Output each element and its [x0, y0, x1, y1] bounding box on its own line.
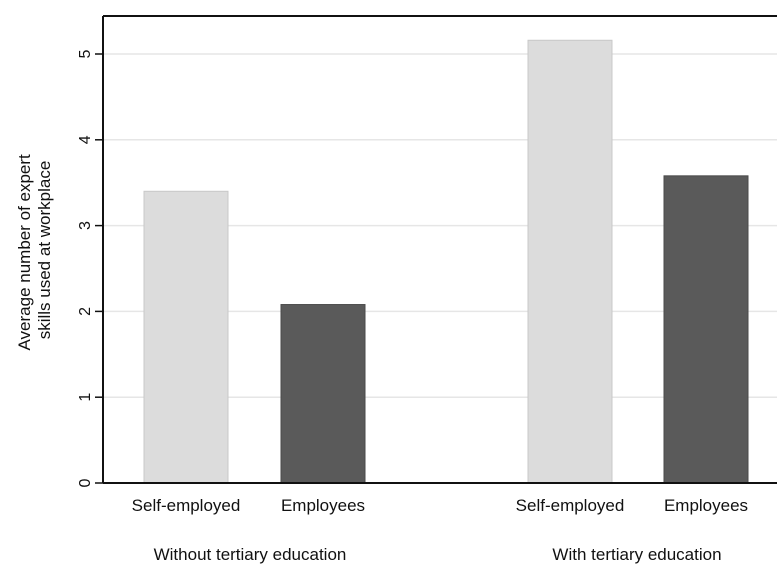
y-axis-label: Average number of expert skills used at … — [15, 150, 54, 351]
x-tick-labels: Self-employed Employees Self-employed Emplo… — [132, 496, 748, 515]
y-tick-label-0: 0 — [77, 478, 94, 487]
x-tick-label-1-1: Employees — [664, 496, 748, 515]
axes — [102, 15, 777, 484]
x-tick-label-0-1: Employees — [281, 496, 365, 515]
x-tick-label-1-0: Self-employed — [516, 496, 625, 515]
y-tick-label-1: 1 — [77, 393, 94, 402]
y-axis-label-line-1: Average number of expert — [15, 154, 34, 351]
bar-0-self-employed — [143, 190, 229, 484]
bars — [143, 39, 749, 484]
group-label-0: Without tertiary education — [154, 545, 347, 564]
bar-1-employees — [663, 175, 749, 484]
y-tick-label-4: 4 — [77, 135, 94, 144]
y-tick-label-2: 2 — [77, 307, 94, 316]
bar-0-employees — [280, 304, 366, 484]
bar-1-self-employed — [527, 39, 613, 484]
y-axis-label-line-2: skills used at workplace — [35, 161, 54, 340]
y-tick-label-5: 5 — [77, 49, 94, 58]
y-ticks: 0 1 2 3 4 5 — [77, 49, 103, 487]
group-labels: Without tertiary education With tertiary … — [154, 545, 722, 564]
y-tick-label-3: 3 — [77, 221, 94, 230]
group-label-1: With tertiary education — [552, 545, 721, 564]
x-tick-label-0-0: Self-employed — [132, 496, 241, 515]
